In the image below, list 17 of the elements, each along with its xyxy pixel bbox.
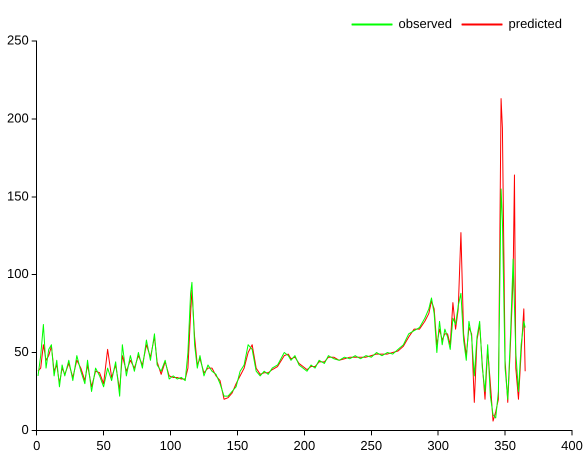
x-tick-label: 100: [160, 438, 182, 453]
y-tick-label: 100: [6, 266, 29, 282]
x-tick-label: 250: [360, 438, 382, 453]
legend-label: observed: [398, 16, 452, 32]
x-tick-label: 150: [226, 438, 248, 453]
x-tick-label: 0: [33, 438, 40, 453]
y-tick-label: 250: [6, 32, 29, 48]
y-tick-label: 50: [14, 344, 29, 360]
y-tick-label: 0: [21, 422, 29, 437]
x-tick-label: 300: [427, 438, 450, 453]
y-tick-label: 150: [6, 188, 29, 204]
y-tick-label: 200: [6, 110, 29, 126]
x-tick-label: 50: [96, 438, 111, 453]
x-tick-label: 400: [561, 438, 583, 453]
x-tick-label: 200: [293, 438, 316, 453]
legend-label: predicted: [508, 16, 562, 32]
x-tick-label: 350: [494, 438, 516, 453]
